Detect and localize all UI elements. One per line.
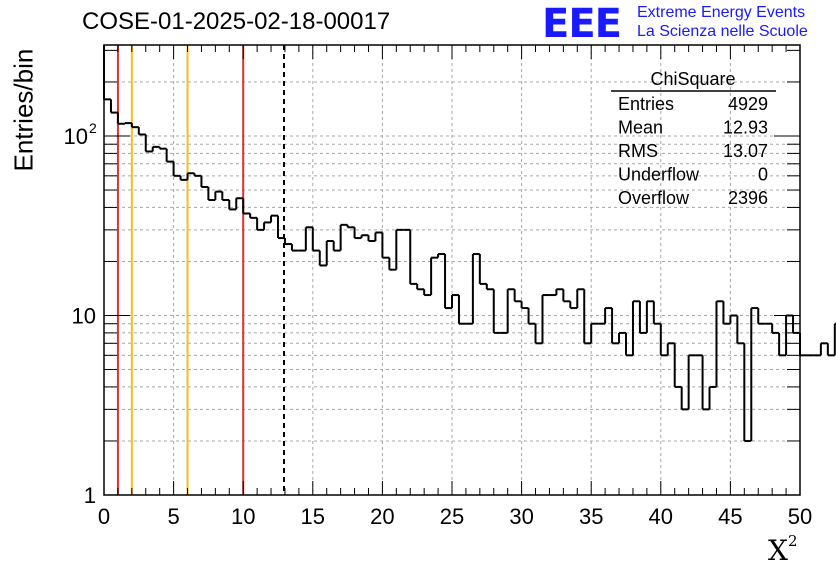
x-axis-label: X2 — [768, 532, 798, 567]
x-axis-label-chi: X — [768, 534, 788, 567]
x-tick-label: 20 — [370, 504, 394, 529]
stats-label: Mean — [618, 118, 663, 138]
stats-value: 13.07 — [723, 141, 768, 161]
histogram-layer — [103, 45, 836, 442]
x-tick-label: 45 — [718, 504, 742, 529]
x-tick-label: 30 — [509, 504, 533, 529]
x-tick-label: 10 — [231, 504, 255, 529]
stats-box: ChiSquare Entries 4929 Mean 12.93 RMS 13.07 Und… — [611, 69, 776, 208]
x-tick-label: 15 — [301, 504, 325, 529]
stats-title: ChiSquare — [650, 69, 735, 89]
y-tick-label: 10 — [72, 304, 96, 329]
x-tick-label: 25 — [440, 504, 464, 529]
stats-value: 0 — [758, 165, 768, 185]
stats-label: RMS — [618, 141, 658, 161]
axis-frame — [103, 44, 801, 496]
y-tick-label-superscript: 2 — [89, 120, 97, 136]
stats-value: 2396 — [728, 188, 768, 208]
grid-lines — [104, 45, 800, 495]
x-axis-label-superscript: 2 — [787, 532, 798, 550]
logo-caption-line1: Extreme Energy Events — [637, 4, 806, 21]
x-tick-label: 50 — [788, 504, 812, 529]
stats-value: 12.93 — [723, 118, 768, 138]
chart-title: COSE-01-2025-02-18-00017 — [82, 8, 391, 35]
x-tick-label: 35 — [579, 504, 603, 529]
y-tick-label: 10 — [64, 124, 88, 149]
stats-value: 4929 — [728, 94, 768, 114]
logo-caption-line2: La Scienza nelle Scuole — [637, 23, 808, 40]
stats-label: Entries — [618, 94, 674, 114]
stats-label: Overflow — [618, 188, 690, 208]
threshold-lines — [116, 45, 285, 495]
stats-label: Underflow — [618, 165, 700, 185]
y-tick-label: 1 — [84, 483, 96, 508]
eee-logo: EEE — [542, 1, 622, 47]
x-tick-label: 5 — [167, 504, 179, 529]
x-tick-label: 0 — [98, 504, 110, 529]
x-tick-label: 40 — [649, 504, 673, 529]
